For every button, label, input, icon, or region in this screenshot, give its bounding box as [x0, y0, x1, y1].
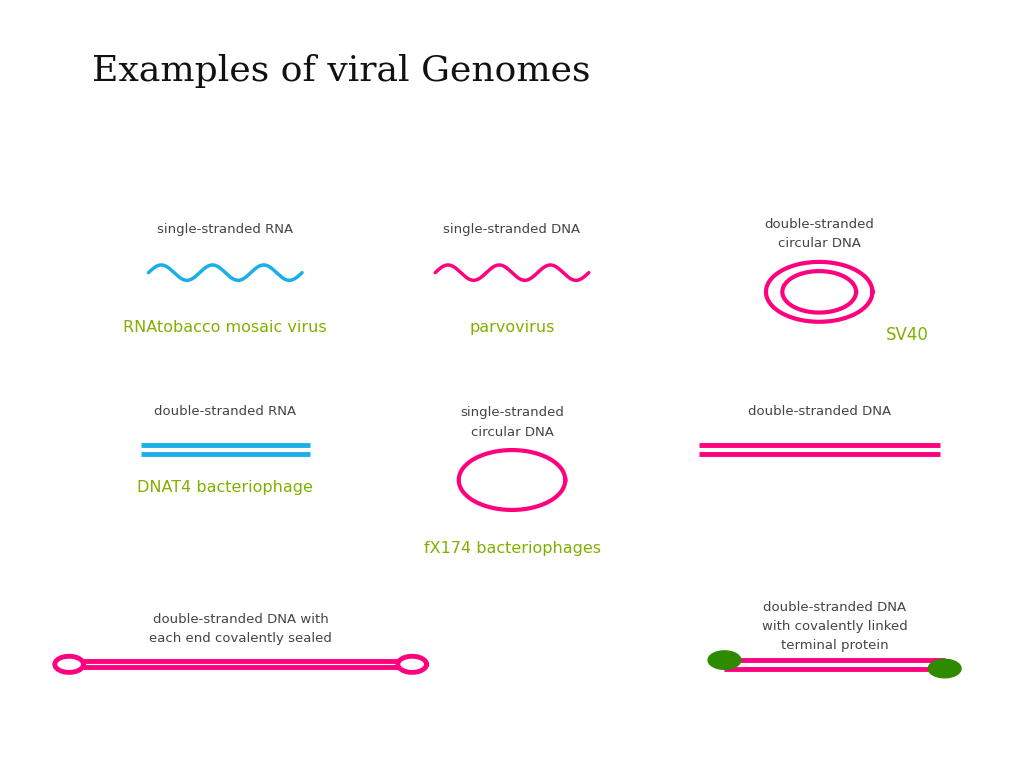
Text: terminal protein: terminal protein [780, 640, 889, 652]
Text: double-stranded: double-stranded [764, 218, 874, 231]
Text: double-stranded DNA: double-stranded DNA [763, 601, 906, 614]
Text: RNAtobacco mosaic virus: RNAtobacco mosaic virus [124, 320, 327, 336]
Polygon shape [709, 651, 740, 669]
Text: circular DNA: circular DNA [778, 237, 860, 250]
Text: DNAT4 bacteriophage: DNAT4 bacteriophage [137, 481, 313, 495]
Text: fX174 bacteriophages: fX174 bacteriophages [424, 541, 600, 556]
Text: parvovirus: parvovirus [469, 320, 555, 336]
Text: single-stranded DNA: single-stranded DNA [443, 223, 581, 236]
Text: with covalently linked: with covalently linked [762, 621, 907, 633]
Text: double-stranded DNA with: double-stranded DNA with [153, 613, 329, 625]
Text: each end covalently sealed: each end covalently sealed [150, 632, 332, 644]
Text: Examples of viral Genomes: Examples of viral Genomes [92, 54, 591, 88]
Text: circular DNA: circular DNA [471, 425, 553, 439]
Text: double-stranded DNA: double-stranded DNA [748, 406, 891, 418]
Text: single-stranded RNA: single-stranded RNA [158, 223, 293, 236]
Text: single-stranded: single-stranded [460, 406, 564, 419]
Polygon shape [929, 660, 961, 677]
Text: double-stranded RNA: double-stranded RNA [155, 406, 296, 418]
Text: SV40: SV40 [886, 326, 929, 343]
